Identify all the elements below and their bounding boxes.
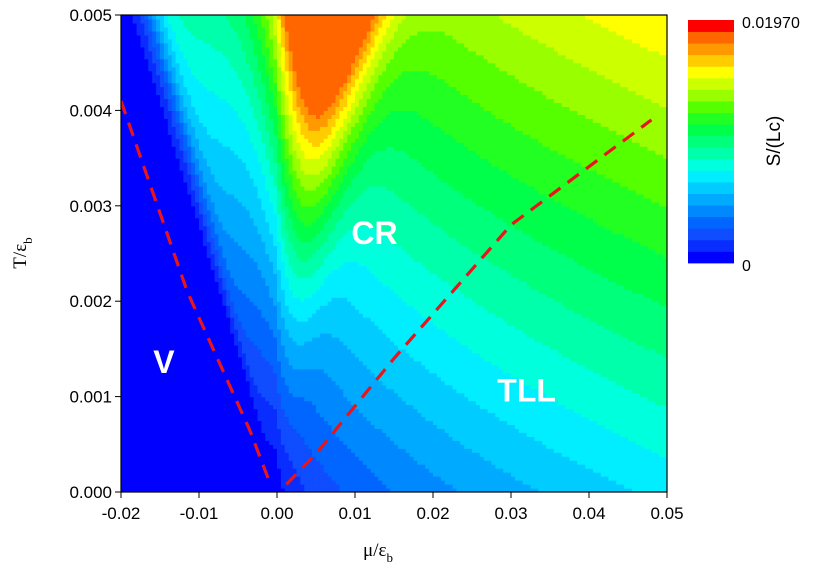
x-tick-label: -0.01: [180, 504, 219, 523]
region-label-cr: CR: [351, 215, 397, 251]
x-tick-label: 0.03: [494, 504, 527, 523]
y-tick-label: 0.002: [69, 292, 112, 311]
contour-plot-area: [121, 15, 667, 492]
y-axis: 0.000 0.001 0.002 0.003 0.004 0.005: [69, 6, 121, 502]
colorbar-swatch: [688, 135, 734, 148]
colorbar-swatch: [688, 124, 734, 137]
colorbar-swatch: [688, 43, 734, 56]
y-axis-label: T/εb: [10, 237, 35, 268]
x-tick-label: 0.02: [416, 504, 449, 523]
colorbar-swatch: [688, 228, 734, 241]
colorbar-swatch: [688, 101, 734, 113]
y-tick-label: 0.000: [69, 483, 112, 502]
crossover-line-2: [285, 118, 653, 486]
region-label-v: V: [153, 344, 175, 380]
colorbar-swatch: [688, 66, 734, 79]
x-tick-label: -0.02: [102, 504, 141, 523]
region-labels: V CR TLL: [153, 215, 556, 408]
colorbar-swatch: [688, 239, 734, 252]
colorbar-swatch: [688, 77, 734, 90]
y-tick-label: 0.004: [69, 101, 112, 120]
region-label-tll: TLL: [497, 372, 556, 408]
crossover-line-1: [121, 100, 273, 486]
colorbar-swatch: [688, 20, 734, 32]
x-axis: -0.02 -0.01 0.00 0.01 0.02 0.03 0.04 0.05: [102, 492, 684, 523]
x-tick-label: 0.00: [260, 504, 293, 523]
y-tick-label: 0.001: [69, 388, 112, 407]
y-tick-label: 0.003: [69, 197, 112, 216]
colorbar-swatch: [688, 54, 734, 67]
colorbar-max-label: 0.01970: [742, 15, 800, 32]
colorbar-swatch: [688, 205, 734, 218]
y-tick-label: 0.005: [69, 6, 112, 25]
colorbar-swatch: [688, 251, 734, 264]
colorbar-swatch: [688, 170, 734, 183]
colorbar-swatch: [688, 216, 734, 229]
colorbar-swatch: [688, 158, 734, 171]
plot-frame: [120, 14, 668, 493]
colorbar-min-label: 0: [742, 258, 751, 275]
colorbar: 0.01970 0 S/(Lc): [688, 15, 800, 275]
x-axis-label: μ/εb: [363, 540, 393, 565]
colorbar-swatch: [688, 31, 734, 44]
colorbar-title: S/(Lc): [764, 116, 785, 167]
colorbar-swatch: [688, 89, 734, 102]
colorbar-swatch: [688, 193, 734, 206]
colorbar-swatch: [688, 112, 734, 125]
crossover-lines: [121, 100, 653, 486]
x-tick-label: 0.04: [572, 504, 605, 523]
x-tick-label: 0.01: [338, 504, 371, 523]
x-tick-label: 0.05: [650, 504, 683, 523]
colorbar-swatch: [688, 147, 734, 160]
colorbar-swatch: [688, 182, 734, 194]
